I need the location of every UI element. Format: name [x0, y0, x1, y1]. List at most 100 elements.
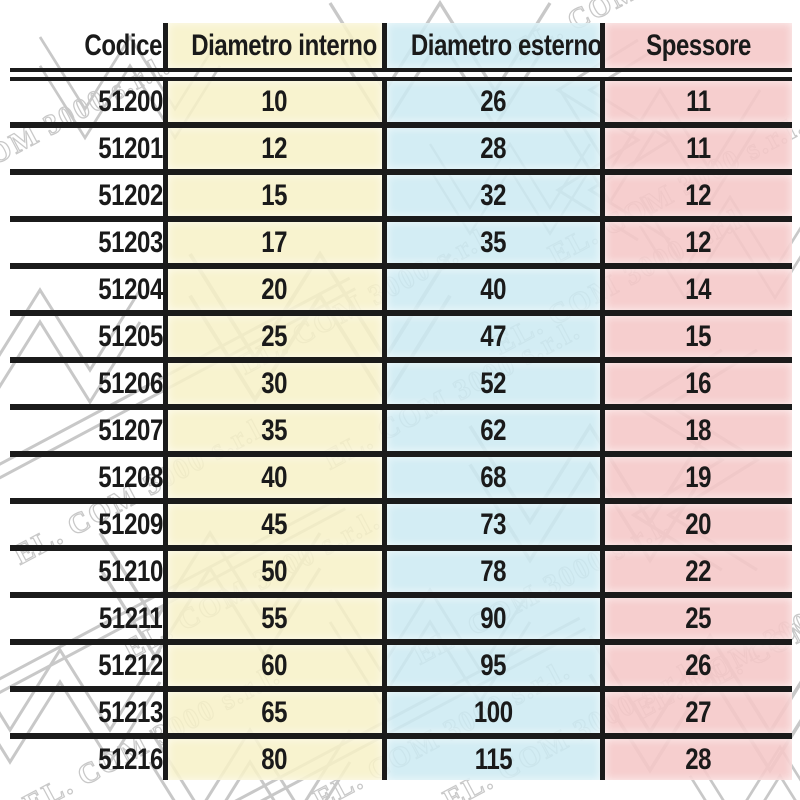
cell-codice: 51210	[10, 548, 165, 598]
cell-diametro-interno: 10	[162, 74, 384, 128]
cell-spessore: 19	[599, 454, 792, 504]
cell-spessore-value: 16	[685, 366, 712, 400]
cell-spessore-value: 27	[685, 695, 712, 729]
cell-diametro-esterno: 115	[381, 736, 602, 780]
cell-diametro-esterno-value: 95	[480, 648, 506, 682]
cell-spessore: 12	[599, 219, 792, 269]
cell-diametro-interno-value: 10	[261, 84, 288, 118]
cell-diametro-esterno: 95	[381, 642, 602, 692]
cell-spessore: 11	[599, 125, 792, 175]
cell-diametro-esterno: 32	[381, 172, 602, 222]
cell-codice-value: 51202	[97, 178, 163, 212]
cell-spessore: 12	[599, 172, 792, 222]
cell-codice: 51208	[10, 454, 165, 504]
cell-codice: 51204	[10, 266, 165, 316]
cell-diametro-interno: 65	[162, 689, 384, 739]
cell-spessore: 14	[599, 266, 792, 316]
cell-spessore: 18	[599, 407, 792, 457]
cell-codice: 51216	[10, 736, 165, 780]
cell-diametro-esterno: 62	[381, 407, 602, 457]
cell-codice-value: 51211	[99, 601, 163, 635]
cell-spessore: 16	[599, 360, 792, 410]
cell-diametro-esterno-value: 26	[480, 84, 506, 118]
cell-spessore: 15	[599, 313, 792, 363]
table-row: 51208 40 68 19	[10, 454, 792, 504]
cell-diametro-interno-value: 60	[261, 648, 288, 682]
column-header-codice: Codice	[10, 23, 165, 81]
table-row: 51203 17 35 12	[10, 219, 792, 269]
cell-spessore: 25	[599, 595, 792, 645]
cell-diametro-esterno-value: 52	[480, 366, 506, 400]
cell-codice: 51206	[10, 360, 165, 410]
cell-codice-value: 51203	[97, 225, 163, 259]
cell-codice: 51202	[10, 172, 165, 222]
cell-diametro-interno-value: 30	[261, 366, 288, 400]
column-header-diametro-esterno-label: Diametro esterno	[410, 28, 602, 62]
cell-spessore-value: 11	[685, 84, 711, 118]
cell-diametro-esterno: 35	[381, 219, 602, 269]
cell-diametro-interno: 15	[162, 172, 384, 222]
spec-table: Codice Diametro interno Diametro esterno…	[10, 23, 792, 780]
header-row: Codice Diametro interno Diametro esterno…	[10, 23, 792, 81]
cell-diametro-esterno: 26	[381, 74, 602, 128]
cell-codice: 51213	[10, 689, 165, 739]
cell-spessore-value: 26	[685, 648, 712, 682]
cell-spessore-value: 25	[685, 601, 712, 635]
table-row: 51210 50 78 22	[10, 548, 792, 598]
cell-codice: 51201	[10, 125, 165, 175]
cell-diametro-esterno: 73	[381, 501, 602, 551]
table-row: 51216 80 115 28	[10, 736, 792, 780]
column-header-diametro-esterno: Diametro esterno	[381, 23, 602, 81]
cell-codice: 51203	[10, 219, 165, 269]
cell-diametro-interno-value: 55	[261, 601, 288, 635]
cell-spessore-value: 28	[685, 742, 712, 776]
cell-diametro-esterno: 40	[381, 266, 602, 316]
cell-diametro-esterno-value: 68	[480, 460, 506, 494]
cell-diametro-interno-value: 65	[261, 695, 288, 729]
cell-diametro-esterno: 47	[381, 313, 602, 363]
table-row: 51209 45 73 20	[10, 501, 792, 551]
table-row: 51205 25 47 15	[10, 313, 792, 363]
cell-diametro-interno: 50	[162, 548, 384, 598]
cell-diametro-interno-value: 20	[261, 272, 288, 306]
column-header-codice-label: Codice	[84, 28, 163, 62]
cell-codice: 51211	[10, 595, 165, 645]
cell-diametro-esterno: 52	[381, 360, 602, 410]
cell-diametro-interno-value: 15	[261, 178, 288, 212]
cell-diametro-interno: 55	[162, 595, 384, 645]
spec-table-body: 51200 10 26 11 51201 12 28 11 51202 15 3…	[10, 74, 792, 780]
cell-diametro-interno: 17	[162, 219, 384, 269]
cell-codice-value: 51205	[97, 319, 163, 353]
cell-codice-value: 51216	[97, 742, 163, 776]
cell-diametro-esterno-value: 28	[480, 131, 506, 165]
cell-diametro-interno: 40	[162, 454, 384, 504]
cell-diametro-interno-value: 50	[261, 554, 288, 588]
cell-codice-value: 51209	[97, 507, 163, 541]
cell-codice: 51212	[10, 642, 165, 692]
cell-diametro-interno: 12	[162, 125, 384, 175]
table-row: 51200 10 26 11	[10, 74, 792, 128]
cell-codice-value: 51207	[97, 413, 163, 447]
cell-diametro-interno: 30	[162, 360, 384, 410]
cell-diametro-esterno-value: 90	[480, 601, 506, 635]
cell-spessore: 27	[599, 689, 792, 739]
cell-codice: 51207	[10, 407, 165, 457]
cell-spessore-value: 12	[685, 178, 712, 212]
cell-codice: 51205	[10, 313, 165, 363]
cell-diametro-interno: 20	[162, 266, 384, 316]
cell-codice-value: 51200	[97, 84, 163, 118]
cell-diametro-interno: 35	[162, 407, 384, 457]
cell-diametro-esterno-value: 115	[474, 742, 512, 776]
cell-codice-value: 51201	[97, 131, 163, 165]
cell-codice: 51200	[10, 74, 165, 128]
cell-spessore: 20	[599, 501, 792, 551]
table-row: 51201 12 28 11	[10, 125, 792, 175]
cell-diametro-esterno-value: 47	[480, 319, 506, 353]
table-row: 51202 15 32 12	[10, 172, 792, 222]
cell-diametro-interno-value: 40	[261, 460, 288, 494]
table-row: 51211 55 90 25	[10, 595, 792, 645]
table-row: 51207 35 62 18	[10, 407, 792, 457]
cell-codice-value: 51212	[97, 648, 163, 682]
cell-diametro-interno-value: 45	[261, 507, 288, 541]
